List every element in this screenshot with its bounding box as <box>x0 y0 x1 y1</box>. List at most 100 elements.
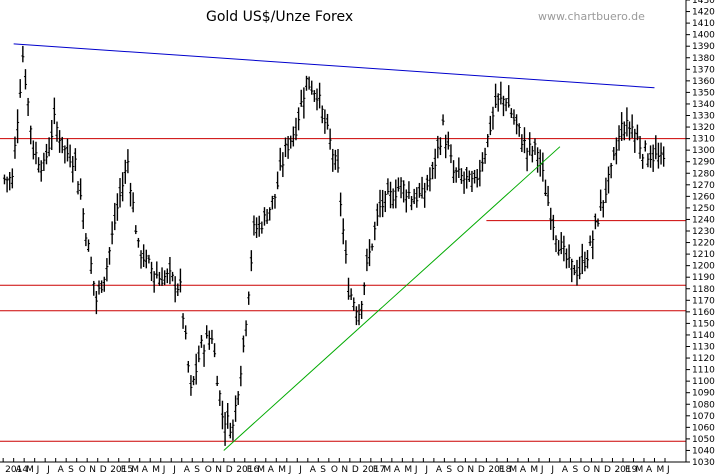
y-tick-label: 1120 <box>692 354 715 364</box>
y-tick-label: 1250 <box>692 204 715 214</box>
x-tick-label: F <box>625 465 630 475</box>
x-tick-label: N <box>89 465 96 475</box>
x-tick-label: J <box>540 465 544 475</box>
x-tick-label: N <box>593 465 600 475</box>
x-tick-label: F <box>373 465 378 475</box>
y-tick-label: 1300 <box>692 146 715 156</box>
y-tick-label: 1150 <box>692 319 715 329</box>
x-tick-label: O <box>79 465 86 475</box>
x-tick-label: M <box>152 465 160 475</box>
y-tick-label: 1160 <box>692 308 715 318</box>
x-tick-label: A <box>310 465 317 475</box>
x-tick-label: 2014 <box>5 465 28 475</box>
x-tick-label: M <box>635 465 643 475</box>
y-tick-label: 1170 <box>692 296 715 306</box>
x-tick-label: M <box>530 465 538 475</box>
x-tick-label: D <box>604 465 611 475</box>
x-tick-label: A <box>520 465 527 475</box>
x-tick-label: F <box>499 465 504 475</box>
y-tick-label: 1110 <box>692 366 715 376</box>
x-tick-label: 2015 <box>110 465 133 475</box>
y-tick-label: 1230 <box>692 227 715 237</box>
x-tick-label: M <box>383 465 391 475</box>
x-tick-label: N <box>341 465 348 475</box>
x-tick-label: A <box>268 465 275 475</box>
y-tick-label: 1420 <box>692 8 715 18</box>
x-tick-label: O <box>205 465 212 475</box>
x-tick-label: 2018 <box>488 465 511 475</box>
x-tick-label: O <box>457 465 464 475</box>
x-tick-label: M <box>26 465 34 475</box>
y-tick-label: 1200 <box>692 262 715 272</box>
y-tick-label: 1180 <box>692 285 715 295</box>
y-tick-label: 1410 <box>692 19 715 29</box>
y-tick-label: 1330 <box>692 112 715 122</box>
x-tick-label: J <box>36 465 40 475</box>
y-tick-label: 1210 <box>692 250 715 260</box>
x-tick-label: O <box>583 465 590 475</box>
y-tick-label: 1260 <box>692 192 715 202</box>
y-tick-label: 1320 <box>692 123 715 133</box>
x-tick-label: F <box>247 465 252 475</box>
y-tick-label: 1380 <box>692 54 715 64</box>
y-tick-label: 1100 <box>692 377 715 387</box>
x-tick-label: A <box>562 465 569 475</box>
x-tick-label: J <box>666 465 670 475</box>
y-tick-label: 1050 <box>692 435 715 445</box>
x-tick-label: J <box>414 465 418 475</box>
watermark-text: www.chartbuero.de <box>538 10 645 23</box>
x-tick-label: N <box>467 465 474 475</box>
y-tick-label: 1130 <box>692 343 715 353</box>
x-tick-label: M <box>278 465 286 475</box>
x-tick-label: J <box>550 465 554 475</box>
x-tick-label: N <box>215 465 222 475</box>
y-tick-label: 1270 <box>692 181 715 191</box>
x-tick-label: M <box>257 465 265 475</box>
y-tick-label: 1140 <box>692 331 715 341</box>
y-tick-label: 1360 <box>692 77 715 87</box>
y-tick-label: 1190 <box>692 273 715 283</box>
y-tick-label: 1080 <box>692 400 715 410</box>
y-tick-label: 1430 <box>692 0 715 6</box>
x-tick-label: A <box>184 465 191 475</box>
y-tick-label: 1310 <box>692 135 715 145</box>
y-tick-label: 1240 <box>692 215 715 225</box>
x-tick-label: M <box>404 465 412 475</box>
x-tick-label: A <box>16 465 23 475</box>
y-tick-label: 1090 <box>692 389 715 399</box>
x-tick-label: A <box>394 465 401 475</box>
chart-title: Gold US$/Unze Forex <box>206 9 353 25</box>
y-tick-label: 1340 <box>692 100 715 110</box>
x-tick-label: S <box>194 465 200 475</box>
y-tick-label: 1070 <box>692 412 715 422</box>
x-tick-label: J <box>298 465 302 475</box>
x-tick-label: M <box>656 465 664 475</box>
support-trend-line <box>223 146 561 451</box>
x-tick-label: S <box>68 465 74 475</box>
x-tick-label: A <box>142 465 149 475</box>
y-tick-label: 1290 <box>692 158 715 168</box>
x-tick-label: A <box>646 465 653 475</box>
y-tick-label: 1400 <box>692 31 715 41</box>
y-tick-label: 1390 <box>692 42 715 52</box>
x-tick-label: 2016 <box>236 465 259 475</box>
x-tick-label: J <box>288 465 292 475</box>
x-tick-label: 2017 <box>362 465 385 475</box>
x-tick-label: F <box>121 465 126 475</box>
x-tick-label: J <box>424 465 428 475</box>
x-tick-label: D <box>352 465 359 475</box>
x-tick-label: M <box>509 465 517 475</box>
y-tick-label: 1060 <box>692 423 715 433</box>
resistance-line <box>13 43 655 89</box>
y-tick-label: 1040 <box>692 446 715 456</box>
y-tick-label: 1370 <box>692 65 715 75</box>
x-tick-label: D <box>478 465 485 475</box>
x-tick-label: D <box>226 465 233 475</box>
y-tick-label: 1350 <box>692 88 715 98</box>
x-tick-label: O <box>331 465 338 475</box>
x-tick-label: S <box>320 465 326 475</box>
x-tick-label: M <box>131 465 139 475</box>
